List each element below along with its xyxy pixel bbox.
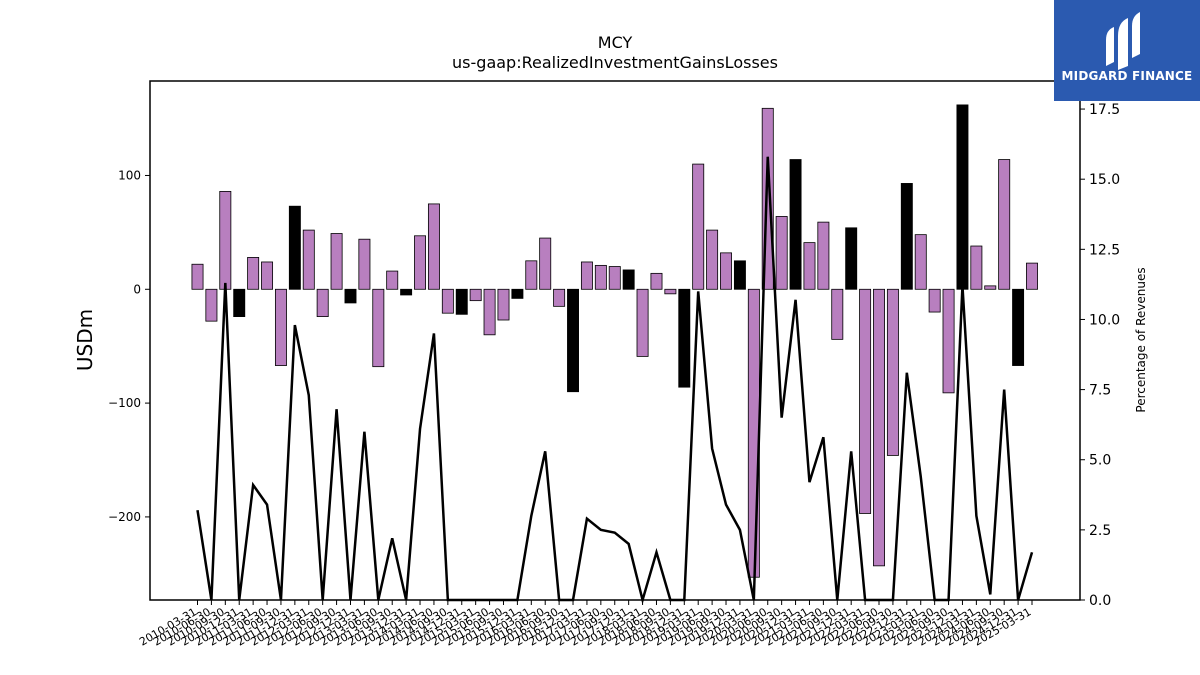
- chart-title: MCY: [598, 33, 633, 52]
- y-right-tick-label: 15.0: [1089, 172, 1120, 188]
- y-right-tick-label: 0.0: [1089, 593, 1111, 609]
- bar: [205, 288, 218, 322]
- bar: [400, 288, 413, 296]
- y-right-tick-label: 12.5: [1089, 242, 1120, 258]
- logo: MIDGARD FINANCE: [1054, 0, 1200, 101]
- bar: [483, 288, 496, 336]
- bar: [650, 272, 663, 290]
- bar: [859, 288, 872, 514]
- bar: [928, 288, 941, 313]
- chart-subtitle: us-gaap:RealizedInvestmentGainsLosses: [452, 53, 778, 72]
- x-axis: 2010-03-312010-06-302010-09-302010-12-31…: [137, 600, 1034, 649]
- bar: [219, 190, 232, 290]
- bar: [553, 288, 566, 307]
- bar: [497, 288, 510, 321]
- bar: [831, 288, 844, 340]
- bar: [316, 288, 329, 317]
- bar: [720, 252, 732, 290]
- y-axis-left-label: USDm: [73, 309, 97, 371]
- logo-text: MIDGARD FINANCE: [1061, 69, 1193, 83]
- bar: [427, 203, 440, 290]
- bar: [942, 288, 955, 394]
- bar: [414, 235, 427, 290]
- bar: [761, 107, 774, 290]
- bar: [1026, 262, 1038, 290]
- bar: [678, 288, 691, 388]
- midgard-m-icon: [1106, 12, 1140, 70]
- bar: [469, 288, 482, 302]
- bar: [511, 288, 524, 299]
- bar: [803, 242, 816, 290]
- bar: [594, 264, 607, 290]
- bar: [1012, 288, 1025, 366]
- bar: [747, 288, 760, 578]
- bar: [455, 288, 468, 315]
- bar: [817, 221, 830, 290]
- bar: [914, 234, 927, 290]
- y-axis-right: 0.0 2.5 5.0 7.5 10.0 12.5 15.0 17.5: [1080, 102, 1120, 609]
- y-left-tick-label: 100: [118, 168, 141, 182]
- bar: [998, 159, 1011, 290]
- bar: [386, 270, 399, 290]
- bar: [873, 288, 885, 567]
- bars-layer: [191, 104, 1038, 578]
- bar: [608, 266, 621, 290]
- bar: [900, 183, 913, 290]
- y-left-tick-label: −200: [108, 510, 141, 524]
- bar: [539, 237, 552, 290]
- bar: [733, 260, 746, 290]
- y-right-tick-label: 17.5: [1089, 102, 1120, 118]
- bar: [970, 245, 983, 290]
- bar: [191, 263, 204, 290]
- bar: [984, 285, 997, 290]
- bar: [886, 288, 899, 456]
- bar: [525, 260, 538, 290]
- bar: [288, 205, 301, 290]
- bar: [233, 288, 246, 317]
- bar: [261, 261, 274, 290]
- bar: [789, 159, 802, 290]
- bar: [622, 269, 635, 290]
- bar: [664, 288, 677, 295]
- bar: [580, 261, 593, 290]
- bar: [692, 163, 705, 290]
- bar: [330, 233, 343, 290]
- bar: [636, 288, 649, 357]
- bar: [372, 288, 385, 368]
- y-left-tick-label: −100: [108, 396, 141, 410]
- bar: [775, 216, 788, 290]
- plot-frame: [149, 80, 1081, 601]
- bar: [567, 288, 579, 393]
- bar: [247, 257, 260, 290]
- bar: [344, 288, 357, 304]
- y-right-tick-label: 7.5: [1089, 383, 1111, 399]
- bar: [706, 229, 719, 290]
- bar: [845, 227, 858, 290]
- y-right-tick-label: 5.0: [1089, 453, 1111, 469]
- y-axis-right-label: Percentage of Revenues: [1134, 267, 1148, 412]
- y-axis-left: −200 −100 0 100: [108, 168, 150, 524]
- bar: [274, 288, 287, 366]
- y-left-tick-label: 0: [133, 282, 141, 296]
- bar: [358, 238, 371, 290]
- y-right-tick-label: 2.5: [1089, 523, 1111, 539]
- bar: [956, 104, 969, 290]
- y-right-tick-label: 10.0: [1089, 312, 1120, 328]
- bar: [441, 288, 454, 314]
- bar: [302, 229, 315, 290]
